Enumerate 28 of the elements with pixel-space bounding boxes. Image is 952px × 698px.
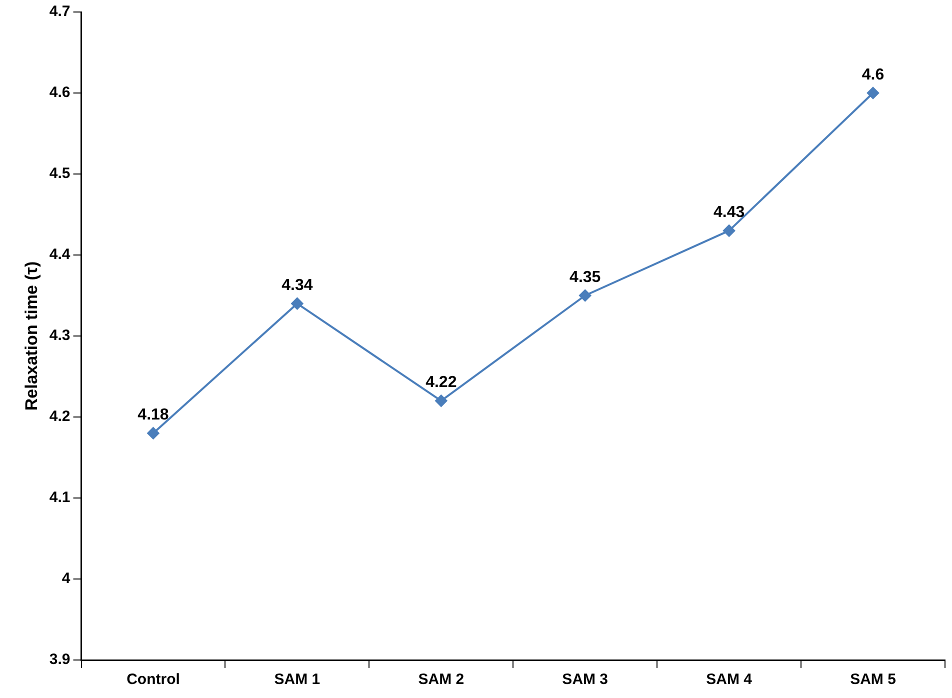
y-axis-title: Relaxation time (τ)	[22, 261, 41, 411]
x-tick-label: SAM 3	[562, 671, 608, 688]
data-label: 4.6	[862, 66, 884, 84]
y-tick-label: 3.9	[49, 651, 70, 668]
point	[723, 224, 736, 237]
point	[579, 290, 592, 302]
y-tick-label: 4.2	[49, 408, 70, 426]
point	[867, 87, 880, 99]
point	[291, 298, 304, 310]
x-tick-label: SAM 4	[706, 671, 753, 688]
data-label: 4.18	[138, 406, 169, 424]
y-tick-label: 4.4	[49, 246, 71, 264]
point	[147, 427, 160, 440]
data-label: 4.34	[282, 277, 313, 294]
x-tick-label: SAM 5	[850, 671, 896, 688]
y-tick-label: 4.7	[49, 3, 70, 20]
y-tick-label: 4	[62, 570, 71, 588]
x-tick-label: SAM 1	[274, 671, 320, 688]
point	[435, 394, 448, 407]
x-tick-label: Control	[126, 671, 180, 688]
x-tick-label: SAM 2	[418, 671, 464, 688]
y-tick-label: 4.5	[49, 165, 70, 182]
y-tick-label: 4.1	[49, 489, 70, 506]
y-tick-label: 4.3	[49, 327, 70, 344]
data-label: 4.22	[426, 374, 457, 392]
y-tick-label: 4.6	[49, 84, 70, 102]
data-label: 4.43	[713, 204, 745, 222]
data-label: 4.35	[570, 268, 601, 286]
